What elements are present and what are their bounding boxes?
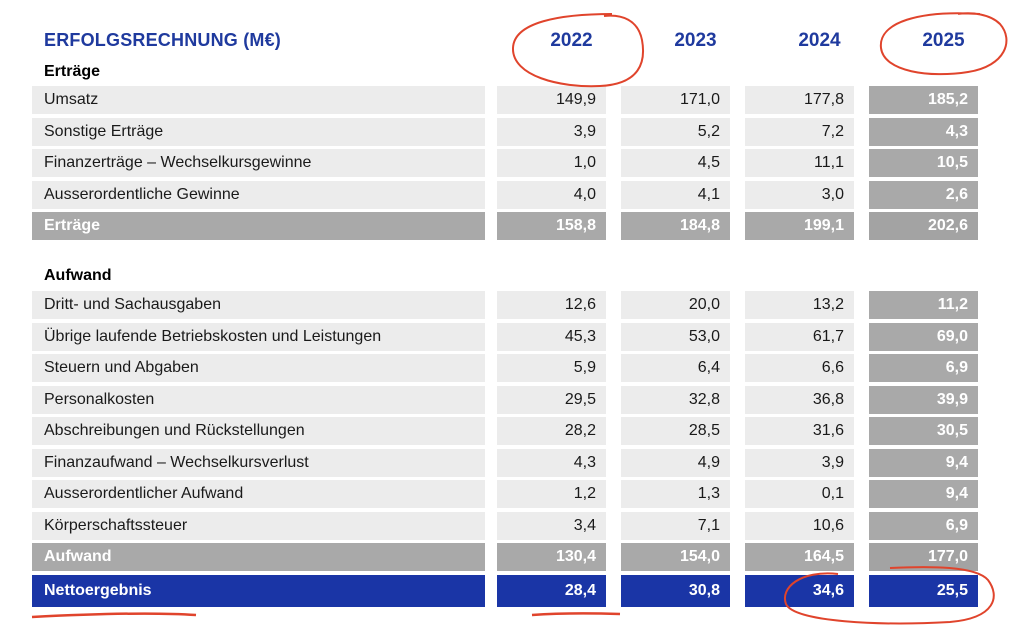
year-header-2022: 2022 <box>550 30 593 51</box>
table-row: Finanzerträge – Wechselkursgewinne 1,0 4… <box>32 149 980 177</box>
row-label: Finanzaufwand – Wechselkursverlust <box>32 449 485 477</box>
cell-2024: 36,8 <box>745 386 854 414</box>
cell-2024: 61,7 <box>745 323 854 351</box>
cell-2024: 31,6 <box>745 417 854 445</box>
cell-2025: 39,9 <box>869 386 978 414</box>
cell-2023: 20,0 <box>621 291 730 319</box>
net-result-row: Nettoergebnis 28,4 30,8 34,6 25,5 <box>32 575 980 607</box>
cell-2022: 28,2 <box>497 417 606 445</box>
cell-2022: 29,5 <box>497 386 606 414</box>
table-row: Übrige laufende Betriebskosten und Leist… <box>32 323 980 351</box>
cell-2024: 34,6 <box>745 575 854 607</box>
row-label: Aufwand <box>32 543 485 571</box>
cell-2022: 4,0 <box>497 181 606 209</box>
row-label: Ausserordentliche Gewinne <box>32 181 485 209</box>
year-header-2024: 2024 <box>798 30 841 51</box>
table-title: ERFOLGSRECHNUNG (M€) <box>44 30 281 50</box>
cell-2025: 6,9 <box>869 354 978 382</box>
table-row: Umsatz 149,9 171,0 177,8 185,2 <box>32 86 980 114</box>
underline-mark-net <box>31 612 197 619</box>
table-row: Dritt- und Sachausgaben 12,6 20,0 13,2 1… <box>32 291 980 319</box>
income-total-row: Erträge 158,8 184,8 199,1 202,6 <box>32 212 980 240</box>
cell-2022: 149,9 <box>497 86 606 114</box>
cell-2024: 11,1 <box>745 149 854 177</box>
cell-2023: 6,4 <box>621 354 730 382</box>
year-header-2025: 2025 <box>922 30 965 51</box>
cell-2025: 4,3 <box>869 118 978 146</box>
cell-2024: 177,8 <box>745 86 854 114</box>
cell-2023: 28,5 <box>621 417 730 445</box>
table-row: Abschreibungen und Rückstellungen 28,2 2… <box>32 417 980 445</box>
cell-2023: 184,8 <box>621 212 730 240</box>
cell-2022: 28,4 <box>497 575 606 607</box>
cell-2023: 4,1 <box>621 181 730 209</box>
cell-2024: 7,2 <box>745 118 854 146</box>
cell-2022: 3,9 <box>497 118 606 146</box>
cell-2023: 5,2 <box>621 118 730 146</box>
cell-2024: 6,6 <box>745 354 854 382</box>
cell-2025: 10,5 <box>869 149 978 177</box>
table-row: Sonstige Erträge 3,9 5,2 7,2 4,3 <box>32 118 980 146</box>
cell-2025: 6,9 <box>869 512 978 540</box>
cell-2025: 25,5 <box>869 575 978 607</box>
table-row: Personalkosten 29,5 32,8 36,8 39,9 <box>32 386 980 414</box>
table-row: Steuern und Abgaben 5,9 6,4 6,6 6,9 <box>32 354 980 382</box>
cell-2025: 9,4 <box>869 480 978 508</box>
row-label: Übrige laufende Betriebskosten und Leist… <box>32 323 485 351</box>
table-row: Ausserordentliche Gewinne 4,0 4,1 3,0 2,… <box>32 181 980 209</box>
cell-2024: 0,1 <box>745 480 854 508</box>
expense-total-row: Aufwand 130,4 154,0 164,5 177,0 <box>32 543 980 571</box>
table-row: Körperschaftssteuer 3,4 7,1 10,6 6,9 <box>32 512 980 540</box>
row-label: Steuern und Abgaben <box>32 354 485 382</box>
cell-2025: 9,4 <box>869 449 978 477</box>
cell-2022: 1,2 <box>497 480 606 508</box>
cell-2025: 30,5 <box>869 417 978 445</box>
cell-2025: 177,0 <box>869 543 978 571</box>
cell-2022: 158,8 <box>497 212 606 240</box>
table-row: Ausserordentlicher Aufwand 1,2 1,3 0,1 9… <box>32 480 980 508</box>
cell-2022: 130,4 <box>497 543 606 571</box>
cell-2023: 171,0 <box>621 86 730 114</box>
cell-2022: 12,6 <box>497 291 606 319</box>
table-row: Finanzaufwand – Wechselkursverlust 4,3 4… <box>32 449 980 477</box>
cell-2023: 30,8 <box>621 575 730 607</box>
cell-2023: 32,8 <box>621 386 730 414</box>
year-header-2023: 2023 <box>674 30 717 51</box>
cell-2024: 13,2 <box>745 291 854 319</box>
row-label: Abschreibungen und Rückstellungen <box>32 417 485 445</box>
cell-2022: 45,3 <box>497 323 606 351</box>
row-label: Sonstige Erträge <box>32 118 485 146</box>
section-income: Erträge <box>44 63 101 80</box>
cell-2025: 202,6 <box>869 212 978 240</box>
row-label: Umsatz <box>32 86 485 114</box>
row-label: Finanzerträge – Wechselkursgewinne <box>32 149 485 177</box>
row-label: Körperschaftssteuer <box>32 512 485 540</box>
cell-2022: 3,4 <box>497 512 606 540</box>
cell-2022: 1,0 <box>497 149 606 177</box>
cell-2024: 3,9 <box>745 449 854 477</box>
row-label: Nettoergebnis <box>32 575 485 607</box>
cell-2025: 69,0 <box>869 323 978 351</box>
row-label: Dritt- und Sachausgaben <box>32 291 485 319</box>
cell-2023: 4,5 <box>621 149 730 177</box>
cell-2024: 164,5 <box>745 543 854 571</box>
cell-2023: 53,0 <box>621 323 730 351</box>
cell-2022: 4,3 <box>497 449 606 477</box>
row-label: Personalkosten <box>32 386 485 414</box>
cell-2023: 4,9 <box>621 449 730 477</box>
cell-2025: 11,2 <box>869 291 978 319</box>
cell-2025: 2,6 <box>869 181 978 209</box>
cell-2024: 199,1 <box>745 212 854 240</box>
section-expenses: Aufwand <box>44 267 112 284</box>
cell-2023: 154,0 <box>621 543 730 571</box>
row-label: Erträge <box>32 212 485 240</box>
cell-2025: 185,2 <box>869 86 978 114</box>
row-label: Ausserordentlicher Aufwand <box>32 480 485 508</box>
cell-2023: 7,1 <box>621 512 730 540</box>
cell-2023: 1,3 <box>621 480 730 508</box>
underline-mark-2022 <box>531 612 621 617</box>
cell-2022: 5,9 <box>497 354 606 382</box>
cell-2024: 10,6 <box>745 512 854 540</box>
cell-2024: 3,0 <box>745 181 854 209</box>
